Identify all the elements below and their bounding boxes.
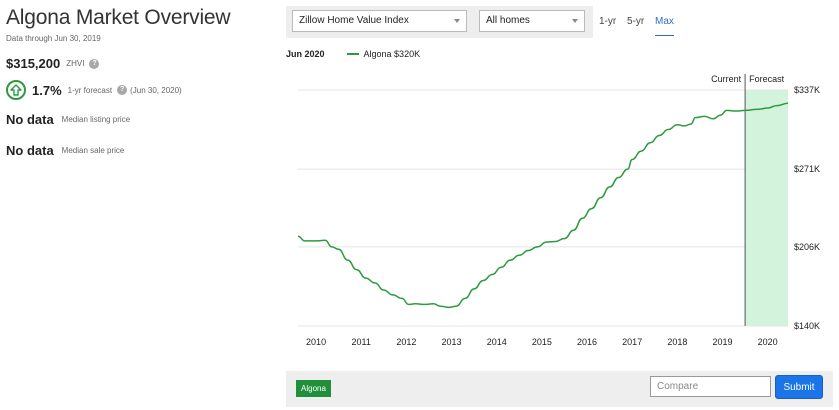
page-title: Algona Market Overview — [6, 6, 231, 29]
submit-button[interactable]: Submit — [775, 375, 823, 399]
zhvi-value: $315,200 — [6, 56, 61, 71]
info-icon[interactable]: ? — [89, 58, 100, 69]
x-tick-label: 2017 — [622, 337, 642, 347]
y-axis: $337K $271K $206K $140K — [794, 85, 820, 331]
forecast-row: 1.7% 1-yr forecast ? (Jun 30, 2020) — [6, 80, 276, 100]
forecast-band — [745, 90, 788, 326]
home-type-select[interactable]: All homes — [479, 10, 585, 32]
chart-legend: Jun 2020 Algona $320K — [286, 49, 420, 59]
forecast-label: 1-yr forecast — [67, 85, 113, 95]
x-tick-label: 2019 — [713, 337, 733, 347]
legend-series-label: Algona $320K — [363, 49, 421, 59]
market-overview-panel: Algona Market Overview Data through Jun … — [6, 6, 276, 158]
zhvi-label: ZHVI — [66, 59, 85, 68]
y-tick-label: $140K — [794, 321, 820, 331]
legend-date: Jun 2020 — [286, 49, 325, 59]
info-icon[interactable]: ? — [117, 85, 128, 95]
metric-select[interactable]: Zillow Home Value Index — [292, 10, 467, 32]
x-tick-label: 2020 — [758, 337, 778, 347]
chart-controls: Zillow Home Value Index All homes 1-yr 5… — [286, 6, 833, 38]
up-arrow-icon — [6, 80, 26, 100]
metric-select-value: Zillow Home Value Index — [299, 15, 409, 26]
forecast-label: Forecast — [749, 74, 785, 84]
data-through-note: Data through Jun 30, 2019 — [6, 34, 101, 43]
location-tag-algona[interactable]: Algona — [296, 380, 331, 397]
x-tick-label: 2013 — [442, 337, 462, 347]
x-tick-label: 2018 — [667, 337, 687, 347]
y-tick-label: $271K — [794, 164, 820, 174]
listing-price-label: Median listing price — [61, 115, 131, 124]
forecast-date: (Jun 30, 2020) — [130, 85, 182, 95]
legend-swatch — [346, 53, 359, 55]
y-tick-label: $337K — [794, 85, 820, 95]
series-line-algona — [297, 102, 789, 309]
x-tick-label: 2012 — [396, 337, 416, 347]
x-tick-label: 2014 — [487, 337, 507, 347]
range-tab-max[interactable]: Max — [655, 16, 674, 36]
sale-price-label: Median sale price — [61, 146, 125, 155]
sale-price-row: No data Median sale price — [6, 143, 276, 158]
home-type-select-value: All homes — [486, 15, 530, 26]
range-tab-5yr[interactable]: 5-yr — [627, 16, 645, 27]
compare-bar: Algona Submit — [286, 371, 833, 407]
y-tick-label: $206K — [794, 242, 820, 252]
chevron-down-icon — [572, 19, 578, 23]
compare-input[interactable] — [650, 376, 771, 397]
x-tick-label: 2011 — [352, 337, 371, 347]
chart-grid — [298, 89, 788, 327]
listing-price-value: No data — [6, 112, 54, 127]
listing-price-row: No data Median listing price — [6, 112, 276, 127]
x-tick-label: 2015 — [532, 337, 552, 347]
x-tick-label: 2016 — [577, 337, 597, 347]
zhvi-row: $315,200 ZHVI ? — [6, 56, 276, 71]
current-label: Current — [711, 74, 742, 84]
x-tick-label: 2010 — [306, 337, 326, 347]
sale-price-value: No data — [6, 143, 54, 158]
range-tab-1yr[interactable]: 1-yr — [599, 16, 617, 27]
x-axis: 2010 2011 2012 2013 2014 2015 2016 2017 2018 2019… — [306, 337, 778, 347]
home-value-chart: Current Forecast $337K $271K $206K $140K 20… — [297, 74, 820, 347]
forecast-value: 1.7% — [32, 82, 62, 98]
chevron-down-icon — [454, 19, 460, 23]
range-tabs: 1-yr 5-yr Max — [593, 6, 833, 38]
